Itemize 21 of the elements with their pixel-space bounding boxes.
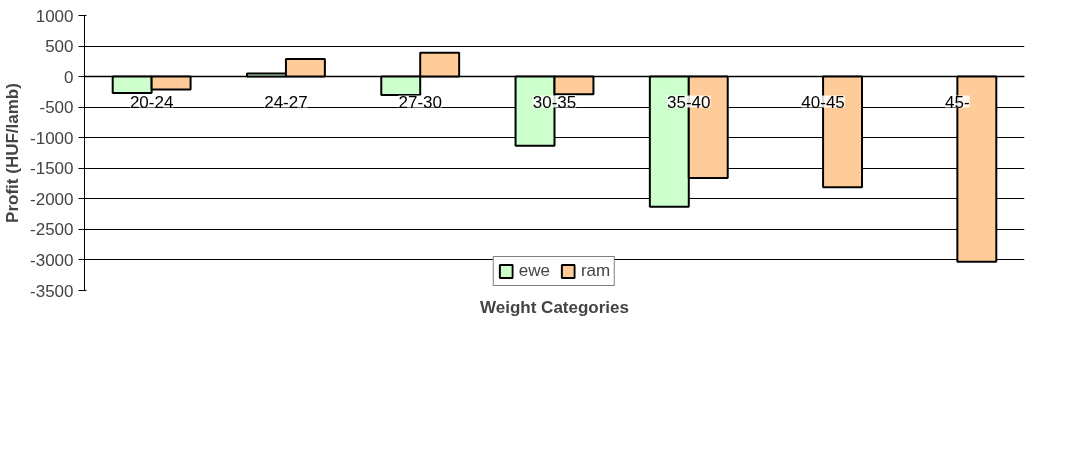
x-axis-title: Weight Categories [480, 297, 629, 317]
y-tick-label: -3500 [30, 281, 74, 301]
legend-label: ewe [518, 261, 550, 281]
y-tick-label: 500 [45, 37, 74, 57]
y-tick-label: -500 [39, 98, 74, 118]
y-tick-label: 1000 [35, 6, 74, 26]
x-tick-label: 30-35 [532, 92, 577, 112]
y-axis-title: Profit (HUF/lamb) [3, 83, 23, 223]
y-tick-label: -1000 [30, 128, 74, 148]
y-tick-label: -2000 [30, 189, 74, 209]
y-tick-label: -3000 [30, 250, 74, 270]
legend-label: ram [580, 261, 611, 281]
x-tick-label: 35-40 [667, 92, 711, 112]
x-tick-label: 27-30 [398, 92, 442, 112]
y-tick-label: -1500 [30, 159, 74, 179]
x-tick-label: 40-45 [801, 92, 845, 112]
y-tick-label: -2500 [30, 220, 74, 240]
y-tick-label: 0 [64, 67, 74, 87]
x-tick-label: 45- [945, 92, 970, 112]
x-tick-label: 24-27 [264, 92, 308, 112]
x-tick-label: 20-24 [129, 92, 174, 112]
